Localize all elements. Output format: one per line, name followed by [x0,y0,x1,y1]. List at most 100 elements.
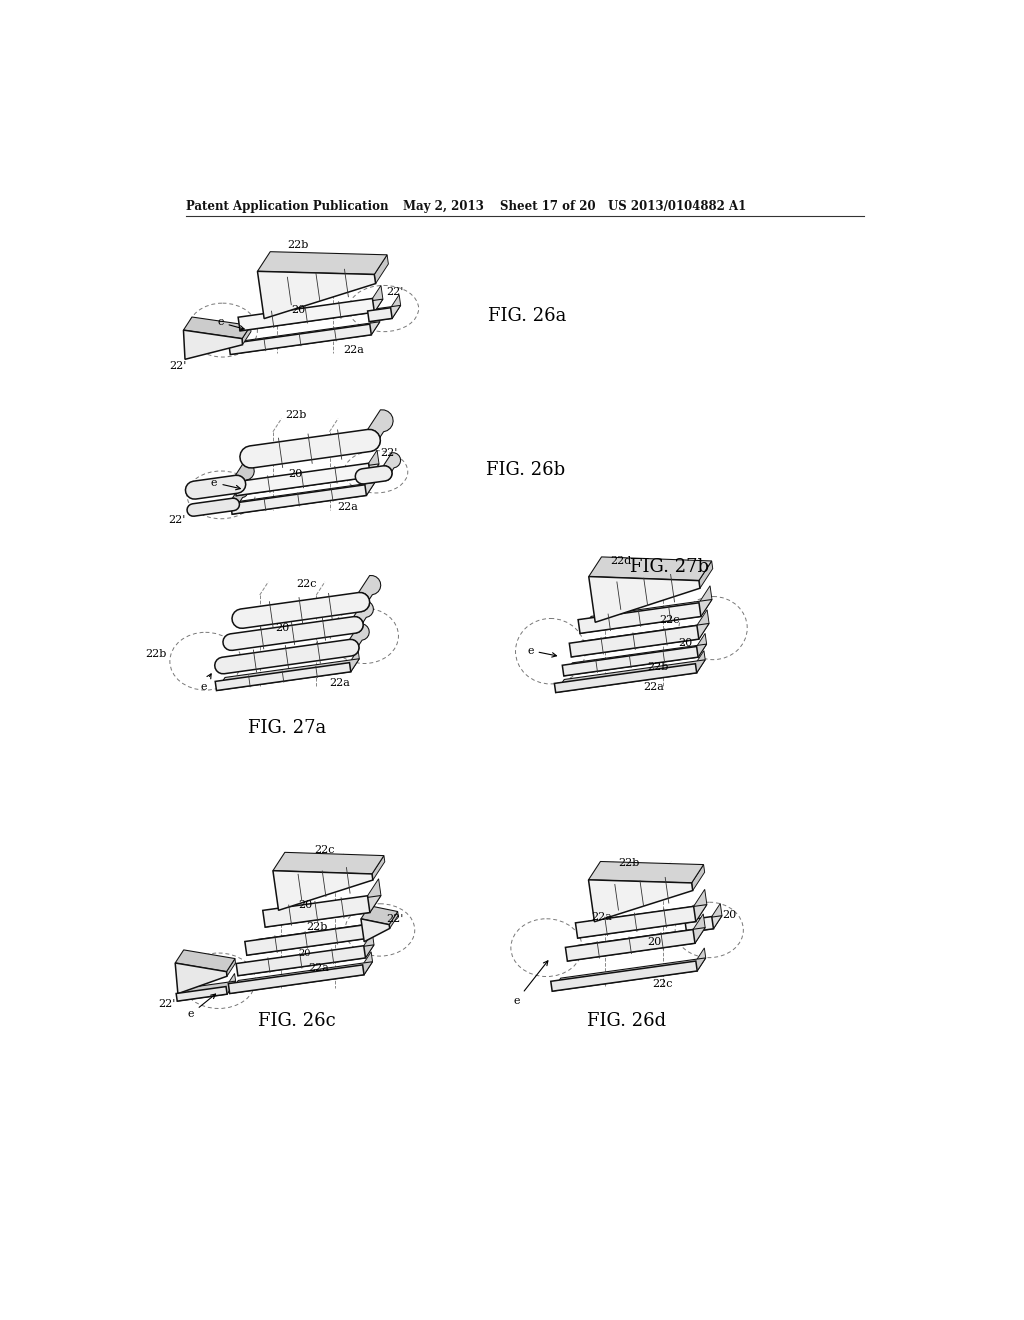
Polygon shape [551,961,697,991]
Polygon shape [575,907,695,939]
Polygon shape [273,871,373,911]
Text: 22a: 22a [343,345,365,355]
Text: 20: 20 [722,909,736,920]
Polygon shape [353,601,374,634]
Text: e: e [211,478,241,490]
Polygon shape [226,973,236,994]
Text: FIG. 26b: FIG. 26b [486,461,565,479]
Text: FIG. 27a: FIG. 27a [248,719,326,737]
Polygon shape [240,300,383,331]
Polygon shape [358,576,381,611]
Polygon shape [567,928,706,961]
Polygon shape [177,981,236,1001]
Polygon shape [215,639,359,673]
Polygon shape [355,466,392,484]
Polygon shape [366,909,378,939]
Text: 22b: 22b [306,921,328,932]
Text: 22b: 22b [618,858,640,869]
Polygon shape [215,663,351,690]
Polygon shape [372,855,385,880]
Text: 22c: 22c [314,845,335,855]
Polygon shape [375,255,388,284]
Polygon shape [230,322,380,355]
Text: 22c: 22c [652,979,673,989]
Text: 22b: 22b [287,240,308,249]
Polygon shape [232,486,248,511]
Polygon shape [237,463,379,496]
Polygon shape [362,952,373,974]
Polygon shape [685,916,714,932]
Polygon shape [273,853,384,874]
Polygon shape [578,904,707,939]
Polygon shape [228,965,364,994]
Polygon shape [562,647,698,676]
Polygon shape [699,586,712,616]
Polygon shape [589,557,712,581]
Text: 22b: 22b [145,648,167,659]
Text: 22': 22' [380,449,397,458]
Polygon shape [257,252,387,275]
Text: 20: 20 [299,900,312,911]
Text: 22': 22' [386,915,403,924]
Polygon shape [364,933,374,958]
Polygon shape [223,616,364,651]
Text: 22a: 22a [330,677,350,688]
Polygon shape [370,312,380,335]
Polygon shape [175,950,236,972]
Polygon shape [360,906,397,924]
Text: 22a: 22a [337,502,358,512]
Text: 22c: 22c [658,615,679,626]
Text: 22': 22' [386,286,403,297]
Text: US 2013/0104882 A1: US 2013/0104882 A1 [608,199,746,213]
Polygon shape [239,298,375,331]
Text: 22': 22' [168,515,185,525]
Text: 20: 20 [647,937,662,948]
Polygon shape [176,986,227,1001]
Polygon shape [368,409,393,451]
Polygon shape [237,945,366,975]
Polygon shape [226,958,236,977]
Text: 22a: 22a [592,912,612,921]
Text: e: e [513,961,548,1006]
Polygon shape [247,923,378,956]
Polygon shape [390,294,400,318]
Polygon shape [571,623,709,657]
Polygon shape [234,463,371,496]
Polygon shape [373,285,383,313]
Polygon shape [696,948,706,972]
Polygon shape [389,912,398,928]
Polygon shape [552,958,706,991]
Polygon shape [589,577,700,622]
Text: 22a: 22a [643,682,665,693]
Text: FIG. 26a: FIG. 26a [488,308,566,325]
Text: FIG. 26d: FIG. 26d [587,1012,666,1030]
Polygon shape [175,964,227,994]
Polygon shape [240,429,380,467]
Polygon shape [696,634,707,657]
Text: 22a: 22a [308,964,330,973]
Text: Sheet 17 of 20: Sheet 17 of 20 [500,199,596,213]
Text: e: e [527,645,556,657]
Polygon shape [360,919,390,941]
Polygon shape [693,890,707,921]
Polygon shape [697,610,709,639]
Polygon shape [569,626,698,657]
Polygon shape [349,649,359,672]
Polygon shape [232,482,375,515]
Polygon shape [565,929,695,961]
Text: 20: 20 [289,469,303,479]
Text: 22': 22' [158,999,175,1008]
Polygon shape [579,603,700,634]
Polygon shape [257,272,376,318]
Polygon shape [183,330,243,359]
Text: FIG. 26c: FIG. 26c [258,1012,336,1030]
Polygon shape [693,913,706,944]
Polygon shape [383,453,400,480]
Polygon shape [712,903,722,929]
Polygon shape [187,498,240,516]
Polygon shape [265,895,381,927]
Polygon shape [236,462,254,494]
Polygon shape [369,305,400,322]
Polygon shape [368,308,392,322]
Polygon shape [232,593,370,628]
